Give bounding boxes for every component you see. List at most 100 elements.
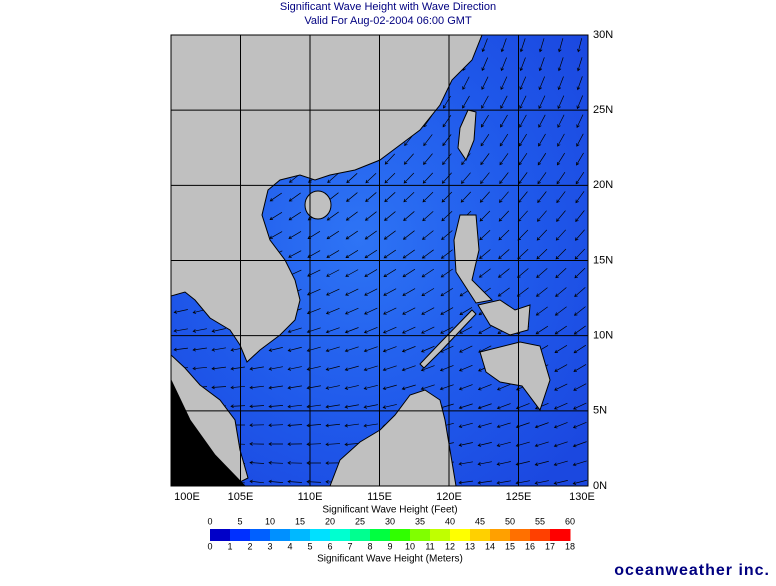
lat-label: 25N <box>593 104 613 116</box>
arrow <box>554 325 567 335</box>
arrow <box>344 307 359 315</box>
lon-label: 105E <box>228 491 254 503</box>
arrow <box>573 364 587 372</box>
arrow <box>572 422 587 429</box>
arrow <box>496 383 511 391</box>
arrow <box>479 249 491 259</box>
arrow <box>268 404 284 409</box>
arrow <box>439 365 454 372</box>
meters-tick-label: 11 <box>425 541 434 551</box>
arrow <box>575 171 585 185</box>
arrow <box>422 211 434 222</box>
arrow <box>535 287 548 297</box>
meters-title: Significant Wave Height (Meters) <box>317 554 463 565</box>
arrow <box>496 480 511 485</box>
arrow <box>557 57 564 72</box>
arrow <box>576 95 583 110</box>
colorbar-segment <box>230 529 251 541</box>
arrow <box>555 229 566 241</box>
arrow <box>287 479 303 484</box>
arrow <box>383 307 397 315</box>
arrow <box>573 306 586 316</box>
arrow <box>557 114 565 128</box>
arrow <box>555 248 567 260</box>
arrow <box>479 210 491 222</box>
arrow <box>268 479 284 484</box>
arrow <box>173 328 188 333</box>
arrow <box>538 57 545 72</box>
arrow <box>363 365 378 372</box>
arrow <box>249 460 265 465</box>
arrow <box>287 366 302 371</box>
arrow <box>364 269 378 277</box>
arrow <box>269 192 282 202</box>
lat-label: 30N <box>593 29 613 41</box>
arrow <box>576 114 584 128</box>
branding: oceanweather inc. <box>614 562 770 579</box>
arrow <box>557 38 564 53</box>
arrow <box>496 422 511 429</box>
colorbar-segment <box>370 529 391 541</box>
arrow <box>211 385 227 390</box>
colorbar-segment <box>550 529 571 541</box>
arrow <box>439 384 454 391</box>
arrow <box>535 306 548 316</box>
arrow <box>458 480 473 485</box>
meters-tick-label: 13 <box>465 541 475 551</box>
arrow <box>554 306 567 316</box>
arrow <box>458 422 473 428</box>
arrow <box>325 365 340 371</box>
arrow <box>383 249 396 259</box>
taiwan <box>457 109 477 162</box>
arrow <box>479 191 490 203</box>
arrow <box>481 114 489 128</box>
arrow <box>554 364 568 372</box>
meters-tick-label: 18 <box>565 541 575 551</box>
arrow <box>576 152 584 166</box>
arrow <box>459 345 473 353</box>
arrow <box>557 95 565 110</box>
meters-tick-label: 15 <box>505 541 515 551</box>
arrow <box>288 250 302 258</box>
arrow <box>481 57 489 72</box>
arrow <box>553 402 568 410</box>
feet-title: Significant Wave Height (Feet) <box>322 505 457 516</box>
arrow <box>421 268 435 278</box>
arrow <box>363 404 378 409</box>
arrow <box>402 230 415 240</box>
arrow <box>287 327 302 334</box>
arrow <box>382 326 397 334</box>
subtitle: Valid For Aug-02-2004 06:00 GMT <box>304 15 472 27</box>
arrow <box>479 229 491 241</box>
feet-tick-label: 30 <box>385 516 395 526</box>
arrow <box>345 250 359 259</box>
arrow <box>268 423 284 428</box>
land <box>171 35 551 486</box>
arrow <box>402 288 416 296</box>
meters-tick-label: 1 <box>227 541 232 551</box>
meters-tick-label: 3 <box>267 541 272 551</box>
feet-tick-label: 35 <box>415 516 425 526</box>
feet-tick-label: 55 <box>535 516 545 526</box>
arrow <box>557 133 565 147</box>
arrow <box>383 230 396 240</box>
arrow <box>401 346 416 353</box>
arrow <box>287 346 302 352</box>
arrow <box>344 423 359 428</box>
arrow <box>345 269 359 277</box>
arrow <box>325 442 341 447</box>
arrow <box>576 57 583 72</box>
meters-tick-label: 16 <box>525 541 535 551</box>
meters-tick-label: 7 <box>347 541 352 551</box>
arrow <box>402 326 416 334</box>
arrow <box>421 326 435 334</box>
arrow <box>538 95 546 109</box>
arrow <box>288 211 302 221</box>
arrow <box>403 211 415 221</box>
arrow <box>537 152 547 166</box>
arrow <box>287 442 303 446</box>
arrow <box>538 114 546 128</box>
arrow <box>480 153 490 166</box>
arrow <box>553 480 568 485</box>
arrow <box>363 384 378 390</box>
